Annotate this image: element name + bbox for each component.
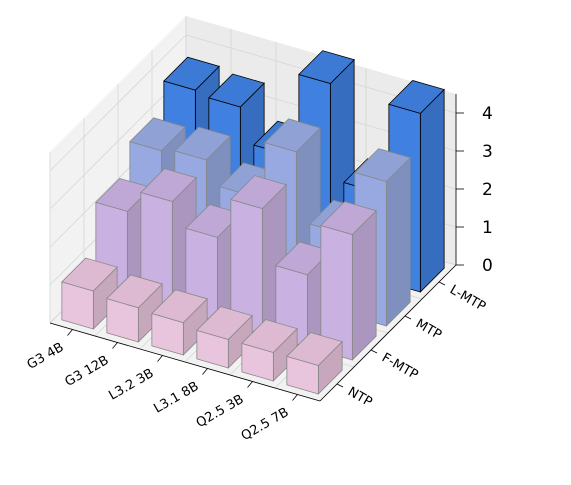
bar — [286, 332, 343, 395]
x-tick-label: L3.1 8B — [151, 379, 201, 417]
tick-mark — [202, 368, 208, 375]
y-tick-label: F-MTP — [379, 350, 421, 383]
x-tick-label: G3 12B — [62, 353, 111, 390]
z-tick-label: 0 — [482, 256, 493, 276]
bar-top — [106, 274, 163, 309]
bar-top — [151, 289, 208, 324]
tick-mark — [157, 355, 163, 362]
bar — [320, 201, 377, 361]
tick-mark — [438, 281, 446, 286]
y-tick-label: NTP — [345, 384, 375, 410]
tick-mark — [292, 394, 298, 401]
y-tick-label: MTP — [413, 316, 444, 343]
grid-line — [49, 72, 187, 210]
bar-side — [351, 209, 377, 361]
y-tick-label: L-MTP — [447, 282, 488, 314]
bar-top — [298, 50, 355, 84]
bar-side — [385, 156, 411, 327]
bar-top — [286, 332, 343, 366]
tick-mark — [336, 383, 344, 388]
z-tick-label: 2 — [482, 180, 493, 200]
bar-top — [208, 73, 265, 108]
bar-top — [388, 80, 445, 114]
bar-top — [354, 148, 411, 182]
bar-top — [140, 168, 197, 202]
bar-top — [163, 56, 220, 91]
bar-top — [264, 118, 321, 153]
x-tick-label: Q2.5 3B — [194, 392, 247, 431]
bar — [230, 175, 287, 335]
tick-mark — [370, 349, 378, 354]
bar-top — [241, 319, 298, 353]
z-tick-label: 3 — [482, 142, 493, 162]
bar — [61, 257, 118, 330]
z-tick-label: 4 — [482, 104, 493, 124]
axis-line — [319, 264, 457, 402]
tick-mark — [67, 329, 73, 336]
bar-top — [320, 201, 377, 235]
x-tick-label: G3 4B — [25, 340, 67, 373]
x-tick-label: Q2.5 7B — [239, 405, 292, 444]
bar — [151, 289, 208, 356]
bar — [241, 319, 298, 382]
bar — [196, 306, 253, 369]
bar-top — [196, 306, 253, 340]
tick-mark — [112, 342, 118, 349]
tick-mark — [404, 315, 412, 320]
bar-top — [129, 117, 186, 152]
x-tick-label: L3.2 3B — [106, 366, 156, 404]
bar — [106, 274, 163, 343]
bar — [95, 178, 152, 296]
grid-line — [49, 34, 187, 172]
bar-top — [174, 126, 231, 161]
tick-mark — [247, 381, 253, 388]
bar-top — [61, 257, 118, 292]
z-tick-label: 1 — [482, 218, 493, 238]
axis-line — [49, 322, 321, 402]
bar-side — [419, 88, 445, 293]
bar-top — [230, 175, 287, 209]
